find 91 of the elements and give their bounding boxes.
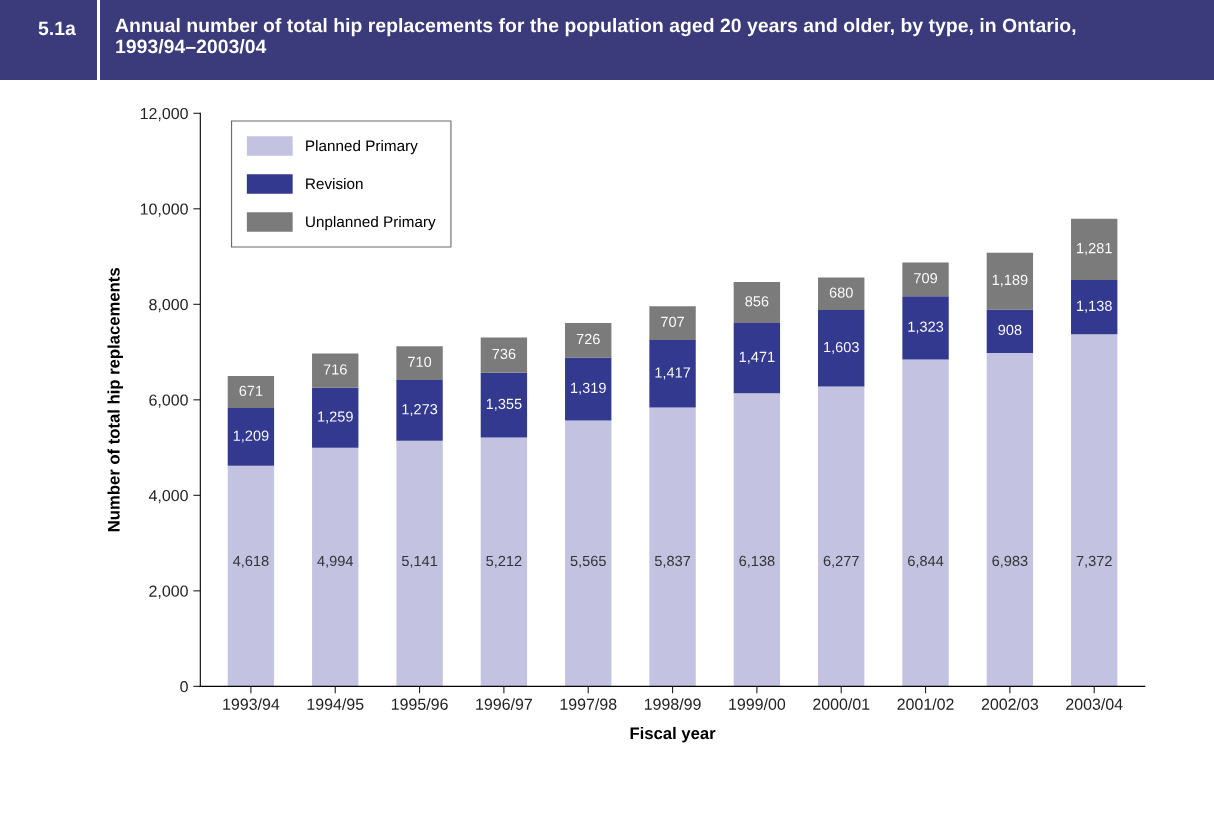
y-axis-title: Number of total hip replacements <box>107 268 123 532</box>
data-label: 856 <box>745 296 769 307</box>
bar <box>480 337 528 373</box>
bar <box>480 437 528 687</box>
y-tick-label: 10,000 <box>140 203 188 217</box>
data-label: 1,319 <box>571 382 606 395</box>
bar <box>986 309 1034 353</box>
bar <box>1071 334 1118 687</box>
x-tick-label: 1999/00 <box>729 698 786 710</box>
bar <box>818 277 865 311</box>
bar <box>1071 218 1118 280</box>
bar <box>227 465 275 687</box>
data-label: 908 <box>998 324 1022 336</box>
data-label: 7,372 <box>1076 555 1112 568</box>
y-tick-label: 8,000 <box>149 298 188 313</box>
bar <box>902 296 949 360</box>
x-tick-label: 1998/99 <box>644 698 701 710</box>
data-label: 736 <box>492 348 516 360</box>
data-label: 6,277 <box>823 555 859 568</box>
x-tick-label: 2001/02 <box>897 698 954 710</box>
bar <box>1071 279 1118 335</box>
data-label: 707 <box>661 316 684 327</box>
x-tick-label: 2000/01 <box>813 698 870 710</box>
data-label: 1,281 <box>1077 242 1112 256</box>
bar <box>227 376 275 409</box>
bar <box>649 339 696 408</box>
x-tick-label: 1997/98 <box>560 698 617 710</box>
bar <box>396 440 443 687</box>
bar <box>396 380 443 441</box>
bar <box>312 353 359 388</box>
bar <box>986 252 1034 310</box>
data-label: 5,141 <box>401 555 438 568</box>
data-label: 5,837 <box>654 555 691 568</box>
y-tick-label: 6,000 <box>149 394 188 408</box>
data-label: 716 <box>323 364 347 375</box>
bar <box>565 322 612 358</box>
x-tick-label: 1993/94 <box>223 698 280 710</box>
bar <box>733 322 781 394</box>
bar <box>480 372 528 438</box>
bar <box>565 357 612 421</box>
bar <box>312 387 359 448</box>
data-label: 1,603 <box>824 341 859 354</box>
bar <box>227 408 275 466</box>
x-tick-label: 1996/97 <box>476 698 532 710</box>
bar <box>733 282 781 323</box>
data-label: 1,471 <box>739 351 775 364</box>
data-label: 1,323 <box>908 321 944 334</box>
data-label: 6,844 <box>908 555 944 568</box>
data-label: 710 <box>408 356 432 368</box>
legend-label: Revision <box>306 177 363 190</box>
y-tick-label: 0 <box>180 680 188 693</box>
legend-label: Unplanned Primary <box>306 215 436 231</box>
bar <box>649 306 696 340</box>
bar <box>818 310 865 387</box>
x-tick-label: 1995/96 <box>391 698 448 710</box>
data-label: 1,355 <box>486 398 522 411</box>
bar <box>649 407 696 687</box>
x-tick-label: 2003/04 <box>1066 698 1123 710</box>
data-label: 1,273 <box>402 404 438 417</box>
bar <box>565 420 612 687</box>
chart-title: Annual number of total hip replacements for the population aged 20 years and older, by type, in Ontario, 1993/94–2003/04 <box>115 18 1076 54</box>
bar <box>902 359 949 687</box>
data-label: 1,417 <box>655 367 691 380</box>
bar <box>312 447 359 687</box>
data-label: 5,565 <box>570 555 606 568</box>
data-label: 709 <box>914 273 938 284</box>
bar <box>902 262 949 297</box>
data-label: 1,189 <box>992 274 1028 287</box>
data-label: 1,259 <box>318 411 353 424</box>
bar <box>986 352 1034 687</box>
data-label: 671 <box>239 385 263 396</box>
data-label: 4,618 <box>233 555 269 568</box>
x-tick-label: 1994/95 <box>307 698 364 710</box>
y-tick-label: 2,000 <box>149 585 188 599</box>
x-axis-title: Fiscal year <box>630 726 716 743</box>
bar <box>818 386 865 687</box>
data-label: 1,138 <box>1077 300 1112 313</box>
data-label: 6,138 <box>739 555 775 568</box>
y-tick-label: 12,000 <box>140 107 188 122</box>
data-label: 4,994 <box>317 555 354 568</box>
bar <box>733 393 781 687</box>
bar <box>396 346 443 381</box>
y-tick-label: 4,000 <box>148 489 188 504</box>
data-label: 726 <box>576 333 600 345</box>
legend-label: Planned Primary <box>306 139 418 155</box>
data-label: 6,983 <box>992 555 1028 568</box>
x-tick-label: 2002/03 <box>981 698 1039 710</box>
data-label: 5,212 <box>486 555 522 568</box>
data-label: 680 <box>829 287 853 298</box>
data-label: 1,209 <box>233 430 269 443</box>
text: 5.1a <box>38 21 76 36</box>
